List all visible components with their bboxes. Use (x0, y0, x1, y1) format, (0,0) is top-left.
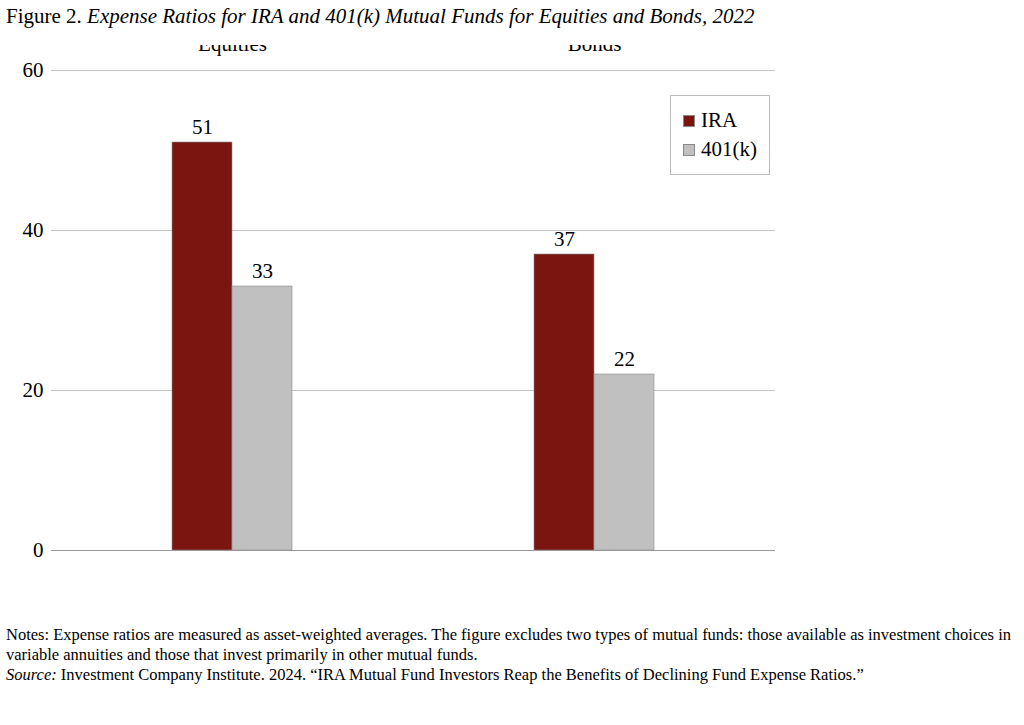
html-text:Notes: Expense ratios are meas: Notes: Expense ratios are measured as as… (6, 625, 1011, 664)
svg-text:0: 0 (33, 538, 44, 562)
svg-text:40: 40 (23, 218, 44, 242)
html-text:Figure 2. Expense Ratios for I: Figure 2. Expense Ratios for IRA and 401… (6, 4, 755, 28)
html-text:Source: Investment Company Ins: Source: Investment Company Institute. 20… (6, 665, 864, 684)
html-text:IRA: IRA (701, 108, 738, 132)
svg-text:37: 37 (554, 227, 575, 251)
svg-text:22: 22 (614, 347, 635, 371)
svg-text:51: 51 (192, 115, 213, 139)
svg-text:20: 20 (23, 378, 44, 402)
html-text:401(k): 401(k) (701, 137, 757, 161)
svg-text:Equities: Equities (198, 45, 267, 56)
svg-text:33: 33 (252, 259, 273, 283)
svg-text:Bonds: Bonds (568, 45, 622, 56)
svg-text:60: 60 (23, 58, 44, 82)
